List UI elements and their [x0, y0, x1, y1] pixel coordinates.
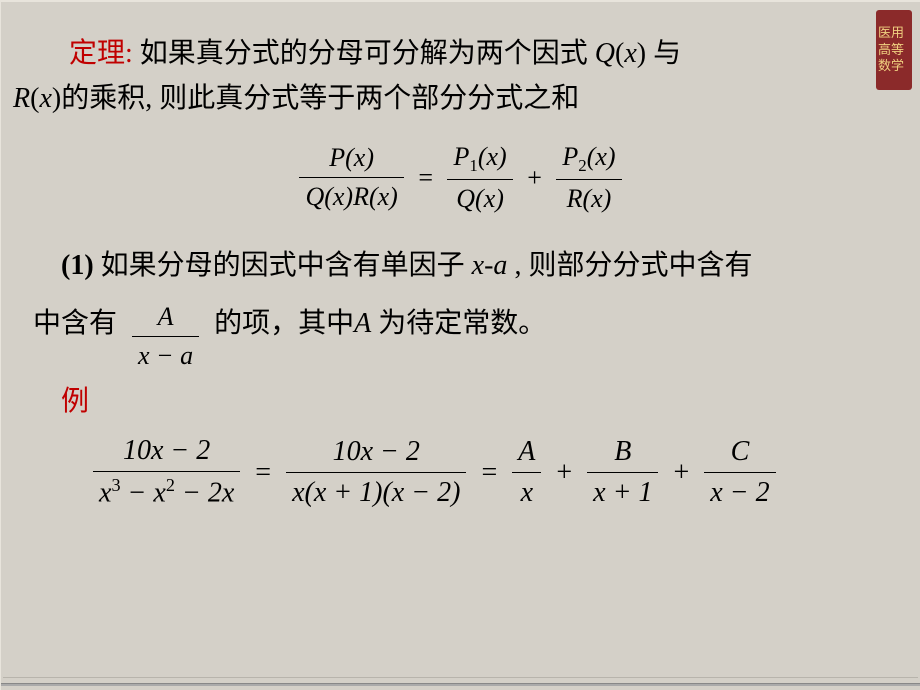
formula2-r1-den: x — [512, 473, 541, 511]
formula1-rhs1: P1(x) Q(x) — [447, 140, 512, 216]
p1-fn: P — [453, 142, 469, 171]
r-arg: x — [39, 83, 51, 114]
formula2-r1-num: A — [512, 434, 541, 473]
formula2-mid-num: 10x − 2 — [286, 434, 466, 473]
q-func: Q — [595, 38, 615, 69]
p2-sub: 2 — [578, 156, 586, 175]
formula2-r1: A x — [512, 434, 541, 512]
case1-factor: x-a — [472, 250, 508, 281]
p2-fn: P — [562, 142, 578, 171]
formula2-plus2: + — [673, 457, 689, 489]
corner-stamp: 医用高等数学 — [876, 10, 912, 90]
formula2-r2-num: B — [587, 434, 658, 473]
formula2-r2-den: x + 1 — [587, 473, 658, 511]
f2-d-s2: 2 — [166, 475, 175, 495]
formula2-r2: B x + 1 — [587, 434, 658, 512]
p2-arg: (x) — [587, 142, 616, 171]
formula1-eq: = — [418, 163, 433, 193]
case1-text1: 如果分母的因式中含有单因子 — [94, 250, 472, 281]
formula-partial-fraction: P(x) Q(x)R(x) = P1(x) Q(x) + P2(x) R(x) — [41, 140, 880, 216]
formula-example: 10x − 2 x3 − x2 − 2x = 10x − 2 x(x + 1)(… — [91, 433, 880, 512]
case1-inline-frac: A x − a — [130, 300, 201, 373]
formula1-lhs-num: P(x) — [299, 141, 403, 178]
case1-text3: 的项，其中 — [214, 302, 354, 347]
theorem-paragraph: 定理: 如果真分式的分母可分解为两个因式 Q(x) 与 R(x)的乘积, 则此真… — [41, 32, 880, 122]
formula1-rhs1-den: Q(x) — [447, 180, 512, 216]
formula2-eq2: = — [481, 457, 497, 489]
formula1-lhs: P(x) Q(x)R(x) — [299, 141, 403, 214]
formula2-eq1: = — [255, 457, 271, 489]
case-1-label: (1) — [61, 250, 94, 281]
formula2-plus1: + — [556, 457, 572, 489]
case1-text4: 为待定常数。 — [371, 308, 546, 339]
formula1-rhs2: P2(x) R(x) — [556, 140, 621, 216]
theorem-label: 定理: — [69, 38, 133, 69]
f2-d-s3: 3 — [111, 475, 120, 495]
formula2-lhs-den: x3 − x2 − 2x — [93, 472, 240, 512]
bottom-divider-1 — [3, 677, 918, 678]
q-arg: x — [624, 38, 636, 69]
case-1-paragraph: (1) 如果分母的因式中含有单因子 x-a , 则部分分式中含有 — [61, 244, 880, 289]
theorem-text-after: 的乘积, 则此真分式等于两个部分分式之和 — [61, 83, 579, 114]
formula2-r3-den: x − 2 — [704, 473, 775, 511]
formula1-rhs2-num: P2(x) — [556, 140, 621, 180]
theorem-text-1: 如果真分式的分母可分解为两个因式 — [133, 38, 595, 69]
formula1-plus: + — [527, 163, 542, 193]
p1-sub: 1 — [469, 156, 477, 175]
bottom-divider-2 — [1, 683, 920, 686]
formula2-mid: 10x − 2 x(x + 1)(x − 2) — [286, 434, 466, 512]
stamp-text: 医用高等数学 — [878, 25, 910, 76]
case1-frac-num: A — [132, 300, 199, 337]
formula2-lhs-num: 10x − 2 — [93, 433, 240, 472]
case1-text2: , 则部分分式中含有 — [507, 250, 752, 281]
f2-d-mid: − x — [121, 478, 166, 509]
f2-d-tail: − 2x — [175, 478, 234, 509]
r-func: R — [13, 83, 30, 114]
formula1-rhs1-num: P1(x) — [447, 140, 512, 180]
formula2-lhs: 10x − 2 x3 − x2 − 2x — [93, 433, 240, 512]
formula2-r3: C x − 2 — [704, 434, 775, 512]
case1-frac-den: x − a — [132, 337, 199, 373]
f2-d-x1: x — [99, 478, 111, 509]
formula2-r3-num: C — [704, 434, 775, 473]
example-label: 例 — [61, 379, 880, 419]
formula2-mid-den: x(x + 1)(x − 2) — [286, 473, 466, 511]
case-1-line2: 中含有 A x − a 的项，其中 A 为待定常数。 — [33, 288, 880, 361]
p1-arg: (x) — [478, 142, 507, 171]
case1-const: A — [354, 308, 371, 339]
formula1-rhs2-den: R(x) — [556, 180, 621, 216]
slide-container: 医用高等数学 定理: 如果真分式的分母可分解为两个因式 Q(x) 与 R(x)的… — [0, 0, 920, 690]
theorem-text-mid: 与 — [646, 38, 681, 69]
formula1-lhs-den: Q(x)R(x) — [299, 178, 403, 214]
